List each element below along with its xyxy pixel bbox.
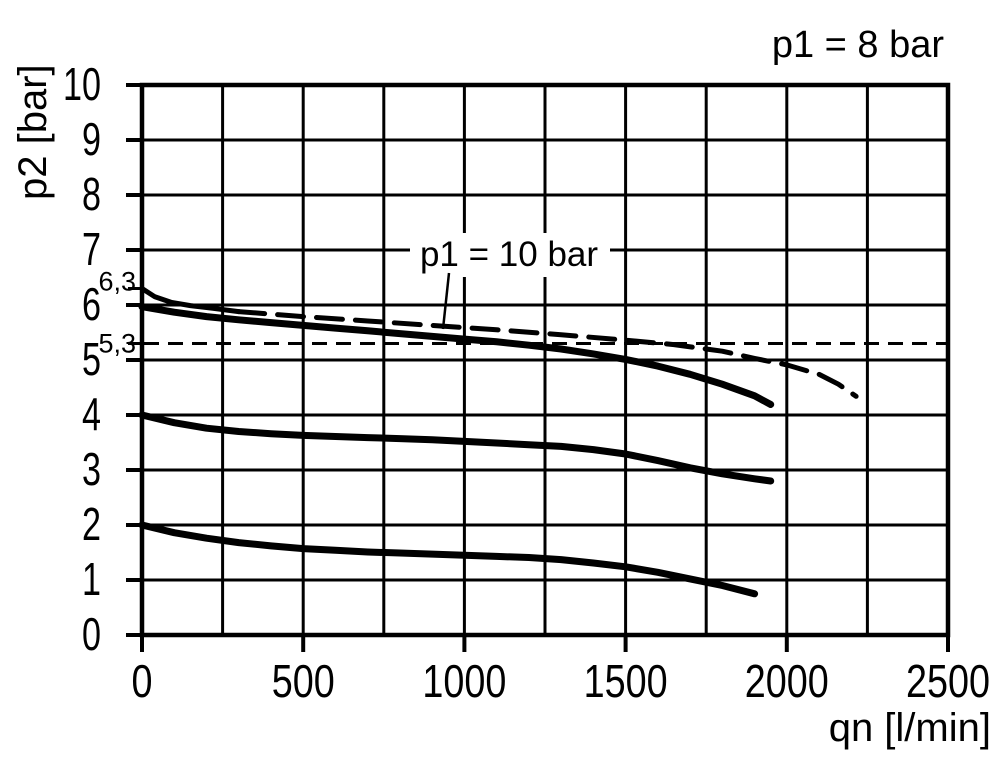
y-axis-label: p2 [bar] <box>11 64 55 200</box>
curve-p1-10-bar <box>236 309 859 399</box>
x-tick-label: 0 <box>132 655 153 707</box>
annotation-leader-line <box>441 272 451 330</box>
y-tick-label: 9 <box>82 113 101 165</box>
annotation-p1-10bar-background <box>410 233 610 277</box>
y-tick-label: 6 <box>82 278 101 330</box>
x-tick-label: 2500 <box>906 655 990 707</box>
y-tick-label: 10 <box>63 58 101 110</box>
y-tick-label: 1 <box>82 553 101 605</box>
y-tick-label: 8 <box>82 168 101 220</box>
axis-mark-label: 6,3 <box>98 267 136 297</box>
plot-border <box>139 82 951 638</box>
curve-p1-10-bar-head <box>139 286 242 315</box>
x-tick-label: 1500 <box>584 655 668 707</box>
curve-p1-8-bar-set-2 <box>138 521 759 598</box>
curve-p1-8-bar-set-6 <box>138 303 775 408</box>
y-tick-label: 5 <box>82 333 101 385</box>
axis-mark-label: 5,3 <box>98 329 136 359</box>
x-tick-label: 1000 <box>422 655 506 707</box>
curves-layer <box>138 286 859 598</box>
x-axis-label: qn [l/min] <box>829 706 991 750</box>
curve-p1-8-bar-set-4 <box>138 411 775 485</box>
y-tick-label: 0 <box>82 608 101 660</box>
y-tick-label: 4 <box>82 388 101 440</box>
annotation-p1-8bar: p1 = 8 bar <box>772 24 945 66</box>
x-tick-label: 500 <box>272 655 335 707</box>
x-tick-label: 2000 <box>745 655 829 707</box>
y-tick-label: 7 <box>82 223 101 275</box>
y-tick-label: 2 <box>82 498 101 550</box>
annotation-p1-10bar: p1 = 10 bar <box>420 235 598 274</box>
y-tick-label: 3 <box>82 443 101 495</box>
